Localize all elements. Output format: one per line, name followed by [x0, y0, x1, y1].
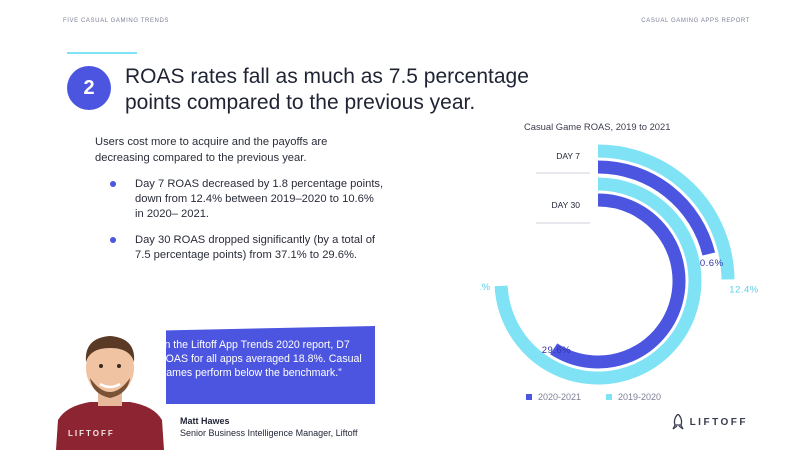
quote-text: “In the Liftoff App Trends 2020 report, …	[158, 339, 362, 379]
roas-arc-day7-2019-2020	[597, 144, 735, 280]
legend-swatch-2020-2021	[526, 394, 532, 400]
rocket-icon	[672, 414, 684, 430]
section-number-badge: 2	[67, 66, 111, 110]
bullet-item: Day 30 ROAS dropped significantly (by a …	[95, 233, 385, 263]
category-label: DAY 7	[556, 151, 580, 161]
author-photo: LIFTOFF	[54, 322, 166, 450]
bullet-item: Day 7 ROAS decreased by 1.8 percentage p…	[95, 177, 385, 222]
page-headline: ROAS rates fall as much as 7.5 percentag…	[125, 65, 529, 114]
category-label: DAY 30	[551, 200, 580, 210]
bullet-text: Day 30 ROAS dropped significantly (by a …	[135, 234, 376, 261]
bullet-dot-icon	[110, 237, 116, 243]
legend-label-2020-2021: 2020-2021	[538, 392, 581, 402]
roas-arc-day7-2020-2021	[597, 160, 716, 256]
quote-author: Matt Hawes Senior Business Intelligence …	[180, 415, 357, 439]
roas-arc-day30-2019-2020	[494, 177, 702, 385]
data-label-2020-2021: 29.6%	[542, 345, 571, 356]
legend-label-2019-2020: 2019-2020	[618, 392, 661, 402]
shirt-logo-text: LIFTOFF	[68, 429, 115, 438]
report-title-label: CASUAL GAMING APPS REPORT	[641, 18, 750, 24]
intro-paragraph: Users cost more to acquire and the payof…	[95, 136, 328, 164]
bullet-text: Day 7 ROAS decreased by 1.8 percentage p…	[135, 178, 384, 220]
liftoff-logo: LIFTOFF	[672, 414, 748, 430]
data-label-2020-2021: 10.6%	[694, 258, 723, 269]
accent-line	[67, 52, 137, 54]
roas-radial-chart: 12.4% 10.6% 37.1% 29.6% DAY 7 DAY 30 2020-2021…	[480, 144, 758, 402]
report-section-label: FIVE CASUAL GAMING TRENDS	[63, 18, 170, 24]
author-title: Senior Business Intelligence Manager, Li…	[180, 428, 358, 438]
bullet-list: Day 7 ROAS decreased by 1.8 percentage p…	[95, 177, 385, 274]
data-label-2019-2020: 12.4%	[729, 284, 758, 295]
bullet-dot-icon	[110, 181, 116, 187]
data-label-2019-2020: 37.1%	[480, 282, 491, 293]
logo-text: LIFTOFF	[689, 416, 748, 428]
legend-swatch-2019-2020	[606, 394, 612, 400]
roas-arc-day30-2020-2021	[550, 193, 686, 369]
author-name: Matt Hawes	[180, 416, 230, 426]
chart-title: Casual Game ROAS, 2019 to 2021	[524, 121, 671, 132]
